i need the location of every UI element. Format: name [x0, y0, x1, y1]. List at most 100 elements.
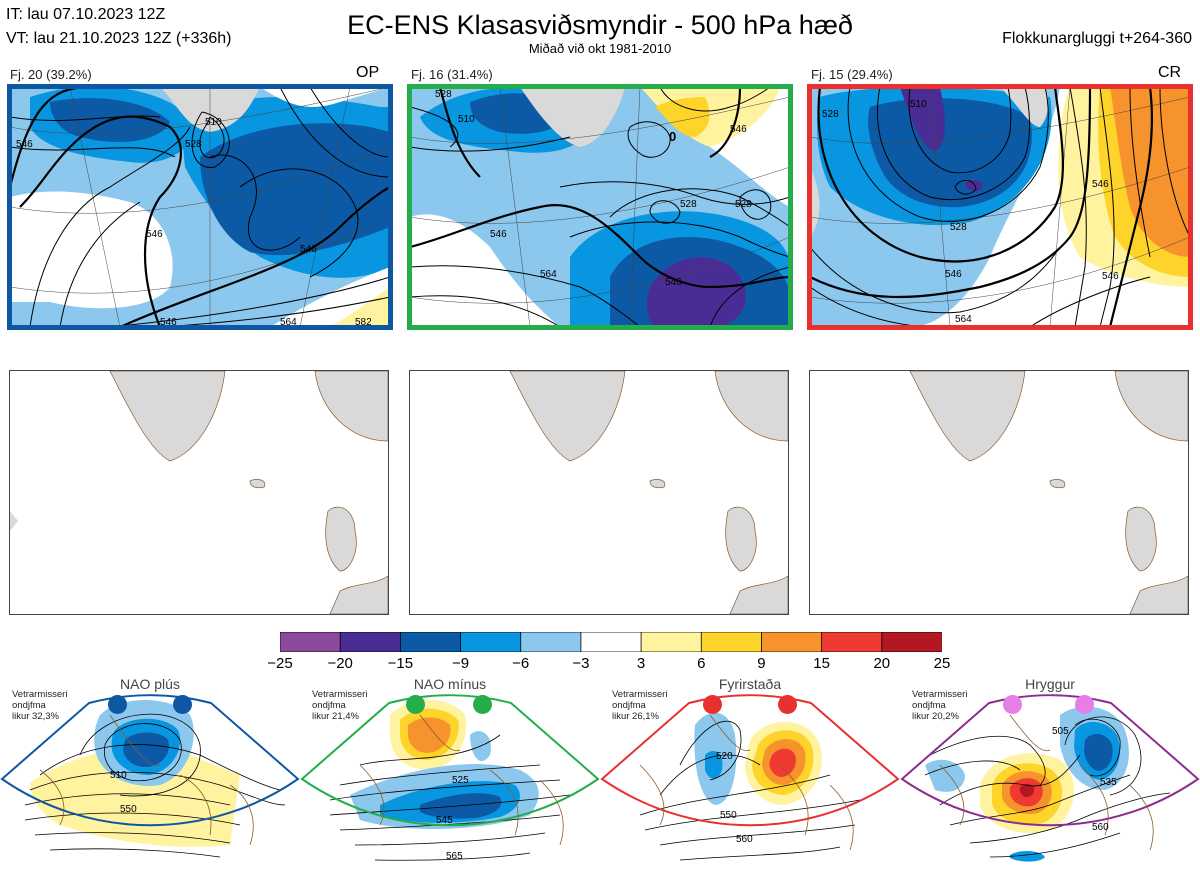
- contour-label: 528: [735, 199, 752, 210]
- colorbar-bin: [279, 631, 341, 653]
- cluster-1-tag: OP: [356, 64, 380, 81]
- regime-anomaly-area: [408, 717, 451, 753]
- regime-hryggur: 505 535 560 Hryggur Vetrarmisseri ondjfm…: [900, 675, 1200, 871]
- british-isles-land: [725, 506, 757, 572]
- contour-label: 550: [720, 810, 737, 821]
- base-map-2: [409, 370, 789, 615]
- regime-frame: [600, 694, 900, 827]
- contour-label: 545: [436, 815, 453, 826]
- regime-coastlines: [939, 714, 1154, 851]
- regime-frame: [900, 694, 1200, 827]
- contour-labels: 546 546 528 510 546 546 564 582: [16, 117, 372, 327]
- regime-coastlines: [359, 714, 564, 846]
- anomaly-neutral-area: [410, 214, 560, 327]
- cluster-3-tag: CR: [1158, 64, 1182, 81]
- contour-label: 565: [446, 851, 463, 862]
- valid-time: VT: lau 21.10.2023 12Z (+336h): [6, 30, 232, 47]
- colorbar-tick-label: −9: [451, 655, 470, 672]
- colorbar-bin: [399, 631, 462, 653]
- colorbar-bin: [700, 631, 763, 653]
- contour-label: 560: [1092, 822, 1109, 833]
- europe-land: [1129, 575, 1188, 614]
- iceland-land: [649, 479, 666, 489]
- scandinavia-land: [1114, 371, 1188, 442]
- contour-label: 510: [458, 114, 475, 125]
- british-isles-land: [325, 506, 357, 572]
- cluster-window: Flokkunargluggi t+264-360: [1002, 30, 1192, 47]
- colorbar-tick-label: −25: [267, 655, 293, 672]
- colorbar-tick-label: 20: [873, 655, 891, 672]
- regime-contour-labels: 505 535 560: [1052, 726, 1117, 833]
- anomaly-area: [900, 87, 945, 152]
- contour-label: 564: [955, 314, 972, 325]
- regime-dot: [703, 695, 722, 714]
- regime-title: NAO mínus: [413, 676, 487, 692]
- regime-probability: likur 20,2%: [912, 711, 959, 722]
- cluster-2-label: Fj. 16 (31.4%): [411, 67, 493, 82]
- contour-label: 546: [665, 277, 682, 288]
- regime-contours: [639, 720, 861, 861]
- contour-label: 505: [1052, 726, 1069, 737]
- contour-label: 546: [490, 229, 507, 240]
- anomaly-area: [655, 97, 710, 137]
- contour-label: 546: [16, 139, 33, 150]
- contour-label: 546: [945, 269, 962, 280]
- regime-probability: likur 32,3%: [12, 711, 59, 722]
- height-contours: [410, 87, 790, 327]
- anomaly-area: [1110, 87, 1190, 257]
- contour-label: 535: [1100, 777, 1117, 788]
- canada-land: [10, 511, 18, 531]
- regime-dot: [1003, 695, 1022, 714]
- regime-dot: [473, 695, 492, 714]
- contour-labels: 528 510 528 546 546 564 546: [822, 99, 1119, 325]
- greenland-land: [509, 371, 626, 462]
- regime-coastlines: [639, 714, 854, 851]
- regime-contour-labels: 520 550 560: [716, 751, 753, 845]
- regime-nao-plus: 510 550 NAO plús Vetrarmisseri ondjfma l…: [0, 675, 300, 871]
- regime-contour-labels: 525 545 565: [436, 775, 469, 862]
- regime-contours: [924, 716, 1171, 858]
- regime-dot: [778, 695, 797, 714]
- anomaly-neutral-area: [10, 191, 173, 309]
- colorbar-tick-label: −15: [387, 655, 414, 672]
- graticule: [10, 87, 390, 327]
- regime-probability: likur 26,1%: [612, 711, 659, 722]
- regime-season: Vetrarmisseri: [912, 689, 968, 700]
- colorbar-tick-label: 15: [813, 655, 830, 672]
- regime-coastlines: [39, 714, 254, 846]
- regime-anomaly-area: [769, 748, 796, 777]
- anomaly-neutral-area: [710, 87, 790, 207]
- regime-season: Vetrarmisseri: [12, 689, 68, 700]
- regime-anomaly-area: [1019, 783, 1035, 798]
- contour-label: 528: [185, 139, 202, 150]
- contour-label: 560: [736, 834, 753, 845]
- cluster-1-map: 546 546 528 510 546 546 564 582: [10, 87, 390, 327]
- contour-label: 582: [355, 317, 372, 327]
- colorbar-tick-label: −6: [512, 655, 530, 672]
- regime-info: Vetrarmisseri ondjfma likur 32,3%: [12, 689, 67, 722]
- regime-anomaly-area: [1084, 733, 1113, 771]
- scandinavia-land: [314, 371, 388, 442]
- colorbar-bin: [881, 631, 943, 653]
- regime-nao-minus: 525 545 565 NAO mínus Vetrarmisseri ondj…: [300, 675, 600, 871]
- page-title: EC-ENS Klasasviðsmyndir - 500 hPa hæð: [347, 10, 853, 40]
- colorbar-tick-label: −20: [327, 655, 353, 672]
- contour-label: 520: [716, 751, 733, 762]
- colorbar-bin: [339, 631, 402, 653]
- contour-label: 546: [1102, 271, 1119, 282]
- anomaly-area: [330, 287, 390, 327]
- greenland-land: [810, 167, 820, 237]
- contour-label: 0: [669, 129, 676, 144]
- regime-anomaly-area: [123, 732, 169, 767]
- colorbar-bin: [640, 631, 702, 653]
- colorbar-tick-label: 25: [933, 655, 951, 672]
- regime-months: ondjfma: [12, 700, 46, 711]
- regime-dot: [406, 695, 425, 714]
- anomaly-area: [646, 257, 746, 327]
- contour-label: 546: [300, 244, 317, 255]
- contour-label: 510: [910, 99, 927, 110]
- regime-dot: [108, 695, 127, 714]
- initial-time: IT: lau 07.10.2023 12Z: [6, 6, 166, 23]
- regime-dot: [173, 695, 192, 714]
- regime-months: ondjfma: [312, 700, 346, 711]
